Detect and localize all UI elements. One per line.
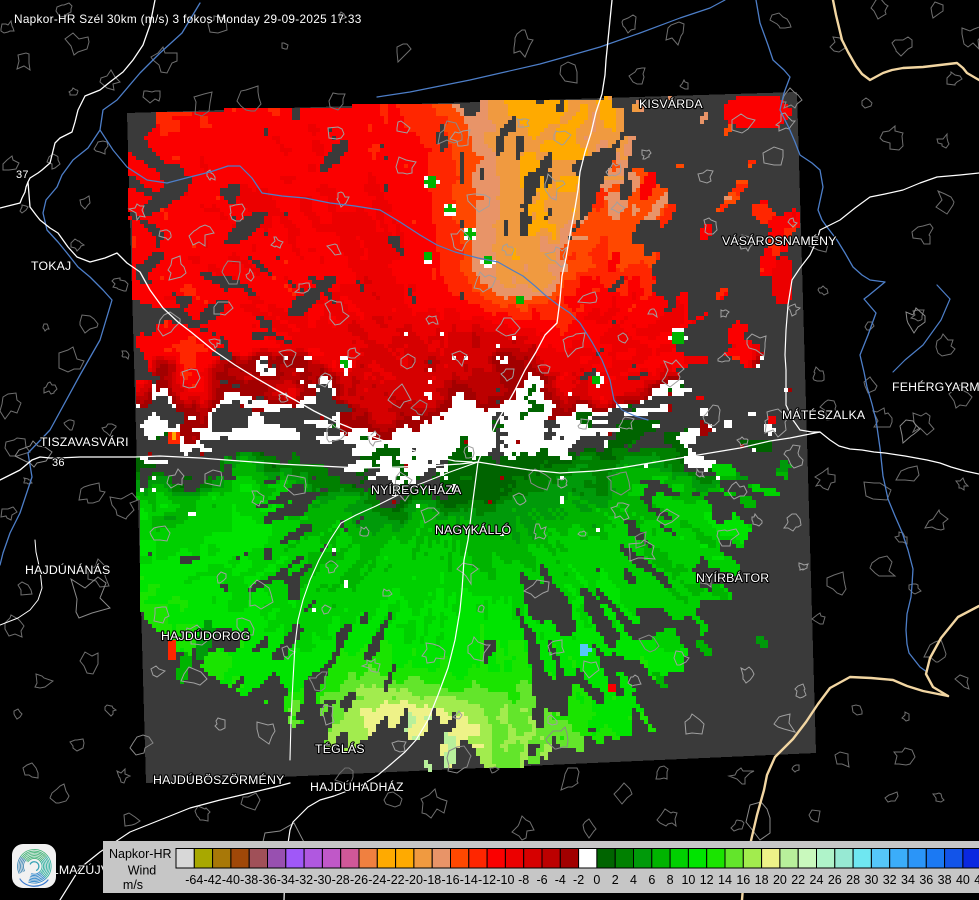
svg-text:-64: -64 bbox=[185, 873, 203, 887]
svg-text:HAJDÚNÁNÁS: HAJDÚNÁNÁS bbox=[25, 562, 110, 577]
svg-text:KISVÁRDA: KISVÁRDA bbox=[639, 96, 703, 111]
svg-text:NYÍRBÁTOR: NYÍRBÁTOR bbox=[696, 570, 769, 585]
svg-text:-22: -22 bbox=[387, 873, 405, 887]
svg-text:-12: -12 bbox=[478, 873, 496, 887]
svg-text:MÁTÉSZALKA: MÁTÉSZALKA bbox=[782, 407, 866, 422]
svg-text:-16: -16 bbox=[441, 873, 459, 887]
svg-text:-40: -40 bbox=[222, 873, 240, 887]
svg-text:36: 36 bbox=[52, 457, 65, 469]
svg-text:18: 18 bbox=[755, 873, 769, 887]
svg-text:16: 16 bbox=[736, 873, 750, 887]
svg-text:FEHÉRGYARMAT: FEHÉRGYARMAT bbox=[892, 379, 979, 394]
svg-text:14: 14 bbox=[718, 873, 732, 887]
svg-text:VÁSÁROSNAMÉNY: VÁSÁROSNAMÉNY bbox=[722, 233, 837, 248]
svg-text:-4: -4 bbox=[555, 873, 566, 887]
svg-text:24: 24 bbox=[810, 873, 824, 887]
svg-text:12: 12 bbox=[700, 873, 714, 887]
svg-text:20: 20 bbox=[773, 873, 787, 887]
svg-text:Napkor-HR: Napkor-HR bbox=[109, 847, 172, 861]
svg-text:4: 4 bbox=[630, 873, 637, 887]
svg-text:-26: -26 bbox=[350, 873, 368, 887]
svg-text:HAJDÚBÖSZÖRMÉNY: HAJDÚBÖSZÖRMÉNY bbox=[153, 772, 284, 787]
svg-text:HAJDÚDOROG: HAJDÚDOROG bbox=[161, 628, 250, 643]
svg-text:42: 42 bbox=[974, 873, 979, 887]
svg-text:-2: -2 bbox=[573, 873, 584, 887]
svg-text:28: 28 bbox=[846, 873, 860, 887]
svg-text:NYÍREGYHÁZA: NYÍREGYHÁZA bbox=[371, 482, 462, 497]
svg-text:37: 37 bbox=[16, 169, 29, 181]
svg-text:-42: -42 bbox=[204, 873, 222, 887]
svg-text:34: 34 bbox=[901, 873, 915, 887]
svg-text:Napkor-HR Szél 30km (m/s) 3 fo: Napkor-HR Szél 30km (m/s) 3 fokos Monday… bbox=[14, 12, 362, 26]
svg-text:-24: -24 bbox=[368, 873, 386, 887]
svg-text:-8: -8 bbox=[518, 873, 529, 887]
svg-text:10: 10 bbox=[681, 873, 695, 887]
svg-text:6: 6 bbox=[648, 873, 655, 887]
svg-text:8: 8 bbox=[667, 873, 674, 887]
svg-text:TOKAJ: TOKAJ bbox=[31, 259, 71, 273]
svg-text:38: 38 bbox=[938, 873, 952, 887]
svg-text:36: 36 bbox=[919, 873, 933, 887]
svg-text:-6: -6 bbox=[536, 873, 547, 887]
svg-text:-20: -20 bbox=[405, 873, 423, 887]
svg-text:-38: -38 bbox=[240, 873, 258, 887]
svg-text:0: 0 bbox=[593, 873, 600, 887]
svg-text:Wind: Wind bbox=[128, 864, 157, 878]
svg-text:-30: -30 bbox=[313, 873, 331, 887]
svg-text:30: 30 bbox=[864, 873, 878, 887]
svg-text:TÉGLÁS: TÉGLÁS bbox=[315, 741, 365, 756]
svg-text:22: 22 bbox=[791, 873, 805, 887]
svg-text:26: 26 bbox=[828, 873, 842, 887]
svg-text:m/s: m/s bbox=[123, 878, 143, 892]
svg-text:-36: -36 bbox=[258, 873, 276, 887]
svg-text:NAGYKÁLLÓ: NAGYKÁLLÓ bbox=[435, 522, 511, 537]
svg-text:32: 32 bbox=[883, 873, 897, 887]
svg-text:-34: -34 bbox=[277, 873, 295, 887]
svg-text:HAJDÚHADHÁZ: HAJDÚHADHÁZ bbox=[310, 779, 404, 794]
svg-text:-32: -32 bbox=[295, 873, 313, 887]
svg-text:-10: -10 bbox=[496, 873, 514, 887]
svg-text:-18: -18 bbox=[423, 873, 441, 887]
svg-text:-14: -14 bbox=[460, 873, 478, 887]
svg-text:40: 40 bbox=[956, 873, 970, 887]
svg-text:2: 2 bbox=[612, 873, 619, 887]
svg-text:-28: -28 bbox=[332, 873, 350, 887]
svg-text:TISZAVASVÁRI: TISZAVASVÁRI bbox=[40, 434, 129, 449]
